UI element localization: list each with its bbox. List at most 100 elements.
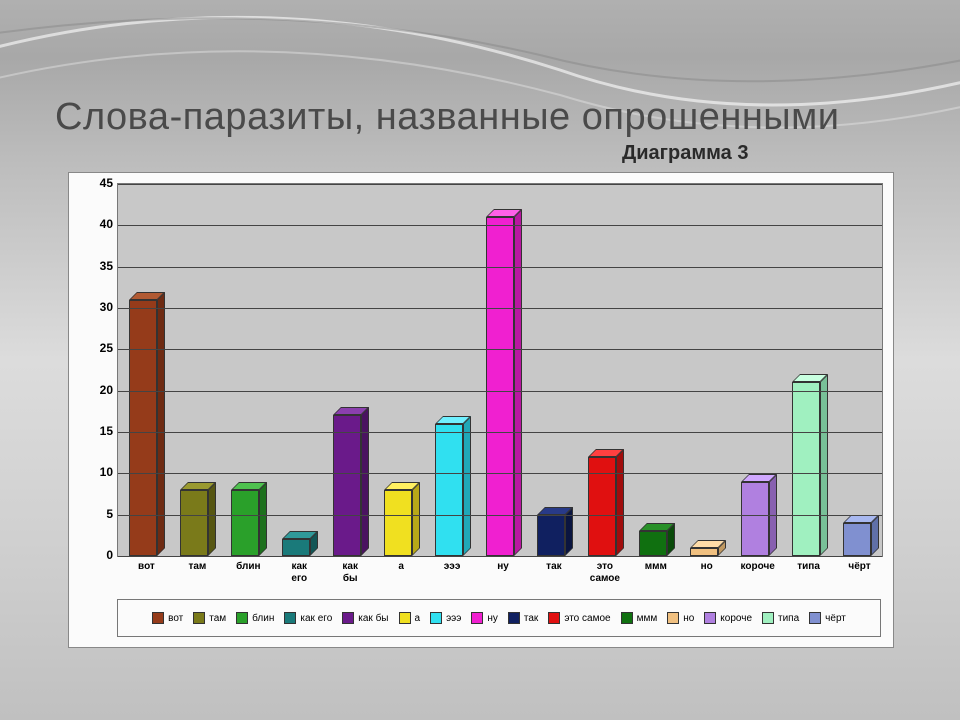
- legend-label: типа: [778, 613, 799, 624]
- x-tick-label: ммм: [630, 561, 681, 573]
- y-tick-label: 0: [79, 548, 113, 562]
- bar: [537, 515, 565, 556]
- grid-line: [118, 391, 882, 392]
- bars-layer: [118, 184, 882, 556]
- y-tick-label: 15: [79, 424, 113, 438]
- bar: [843, 523, 871, 556]
- legend-swatch: [548, 612, 560, 624]
- legend-label: ммм: [637, 613, 658, 624]
- x-tick-label: короче: [732, 561, 783, 573]
- y-tick-label: 30: [79, 300, 113, 314]
- legend-swatch: [471, 612, 483, 624]
- bar: [231, 490, 259, 556]
- x-tick-label: а: [376, 561, 427, 573]
- legend: вот там блин как его как бы а эээ ну так это само…: [117, 599, 881, 637]
- legend-item: но: [667, 612, 694, 624]
- x-tick-label: там: [172, 561, 223, 573]
- legend-item: ну: [471, 612, 498, 624]
- x-tick-label: этосамое: [579, 561, 630, 584]
- bar: [384, 490, 412, 556]
- legend-item: блин: [236, 612, 274, 624]
- legend-item: как его: [284, 612, 332, 624]
- y-tick-label: 40: [79, 217, 113, 231]
- legend-label: вот: [168, 613, 183, 624]
- bar: [486, 217, 514, 556]
- legend-item: там: [193, 612, 226, 624]
- x-tick-label: какего: [274, 561, 325, 584]
- bar: [690, 548, 718, 556]
- x-tick-label: вот: [121, 561, 172, 573]
- legend-item: типа: [762, 612, 799, 624]
- legend-swatch: [508, 612, 520, 624]
- grid-line: [118, 184, 882, 185]
- grid-line: [118, 267, 882, 268]
- grid-line: [118, 515, 882, 516]
- bar: [639, 531, 667, 556]
- legend-swatch: [342, 612, 354, 624]
- legend-label: это самое: [564, 613, 610, 624]
- legend-label: эээ: [446, 613, 461, 624]
- grid-line: [118, 556, 882, 557]
- legend-swatch: [430, 612, 442, 624]
- bar: [180, 490, 208, 556]
- grid-line: [118, 225, 882, 226]
- slide-subtitle: Диаграмма 3: [622, 142, 748, 165]
- x-tick-label: ну: [478, 561, 529, 573]
- legend-swatch: [762, 612, 774, 624]
- y-tick-label: 20: [79, 383, 113, 397]
- slide-title: Слова-паразиты, названные опрошенными: [55, 96, 839, 139]
- bar: [435, 424, 463, 556]
- grid-line: [118, 432, 882, 433]
- legend-swatch: [399, 612, 411, 624]
- legend-label: там: [209, 613, 226, 624]
- bar: [741, 482, 769, 556]
- bar: [129, 300, 157, 556]
- legend-label: чёрт: [825, 613, 846, 624]
- bar: [792, 382, 820, 556]
- x-tick-label: но: [681, 561, 732, 573]
- legend-label: так: [524, 613, 538, 624]
- bar: [282, 539, 310, 556]
- x-tick-label: так: [528, 561, 579, 573]
- legend-swatch: [284, 612, 296, 624]
- plot-area: [117, 183, 883, 557]
- legend-item: эээ: [430, 612, 461, 624]
- slide: Слова-паразиты, названные опрошенными Ди…: [0, 0, 960, 720]
- legend-label: как бы: [358, 613, 388, 624]
- legend-swatch: [667, 612, 679, 624]
- bar: [333, 415, 361, 556]
- legend-label: короче: [720, 613, 752, 624]
- y-tick-label: 45: [79, 176, 113, 190]
- legend-item: это самое: [548, 612, 610, 624]
- legend-item: ммм: [621, 612, 658, 624]
- legend-label: ну: [487, 613, 498, 624]
- legend-item: а: [399, 612, 421, 624]
- x-tick-label: блин: [223, 561, 274, 573]
- legend-item: вот: [152, 612, 183, 624]
- legend-label: блин: [252, 613, 274, 624]
- legend-swatch: [193, 612, 205, 624]
- grid-line: [118, 349, 882, 350]
- y-tick-label: 35: [79, 259, 113, 273]
- y-tick-label: 10: [79, 465, 113, 479]
- grid-line: [118, 308, 882, 309]
- legend-item: короче: [704, 612, 752, 624]
- legend-swatch: [809, 612, 821, 624]
- legend-item: так: [508, 612, 538, 624]
- legend-item: чёрт: [809, 612, 846, 624]
- legend-item: как бы: [342, 612, 388, 624]
- x-tick-label: типа: [783, 561, 834, 573]
- legend-label: но: [683, 613, 694, 624]
- legend-label: а: [415, 613, 421, 624]
- bar: [588, 457, 616, 556]
- grid-line: [118, 473, 882, 474]
- legend-swatch: [152, 612, 164, 624]
- legend-swatch: [621, 612, 633, 624]
- x-tick-label: чёрт: [834, 561, 885, 573]
- legend-swatch: [236, 612, 248, 624]
- y-tick-label: 5: [79, 507, 113, 521]
- x-tick-label: какбы: [325, 561, 376, 584]
- y-tick-label: 25: [79, 341, 113, 355]
- legend-label: как его: [300, 613, 332, 624]
- legend-swatch: [704, 612, 716, 624]
